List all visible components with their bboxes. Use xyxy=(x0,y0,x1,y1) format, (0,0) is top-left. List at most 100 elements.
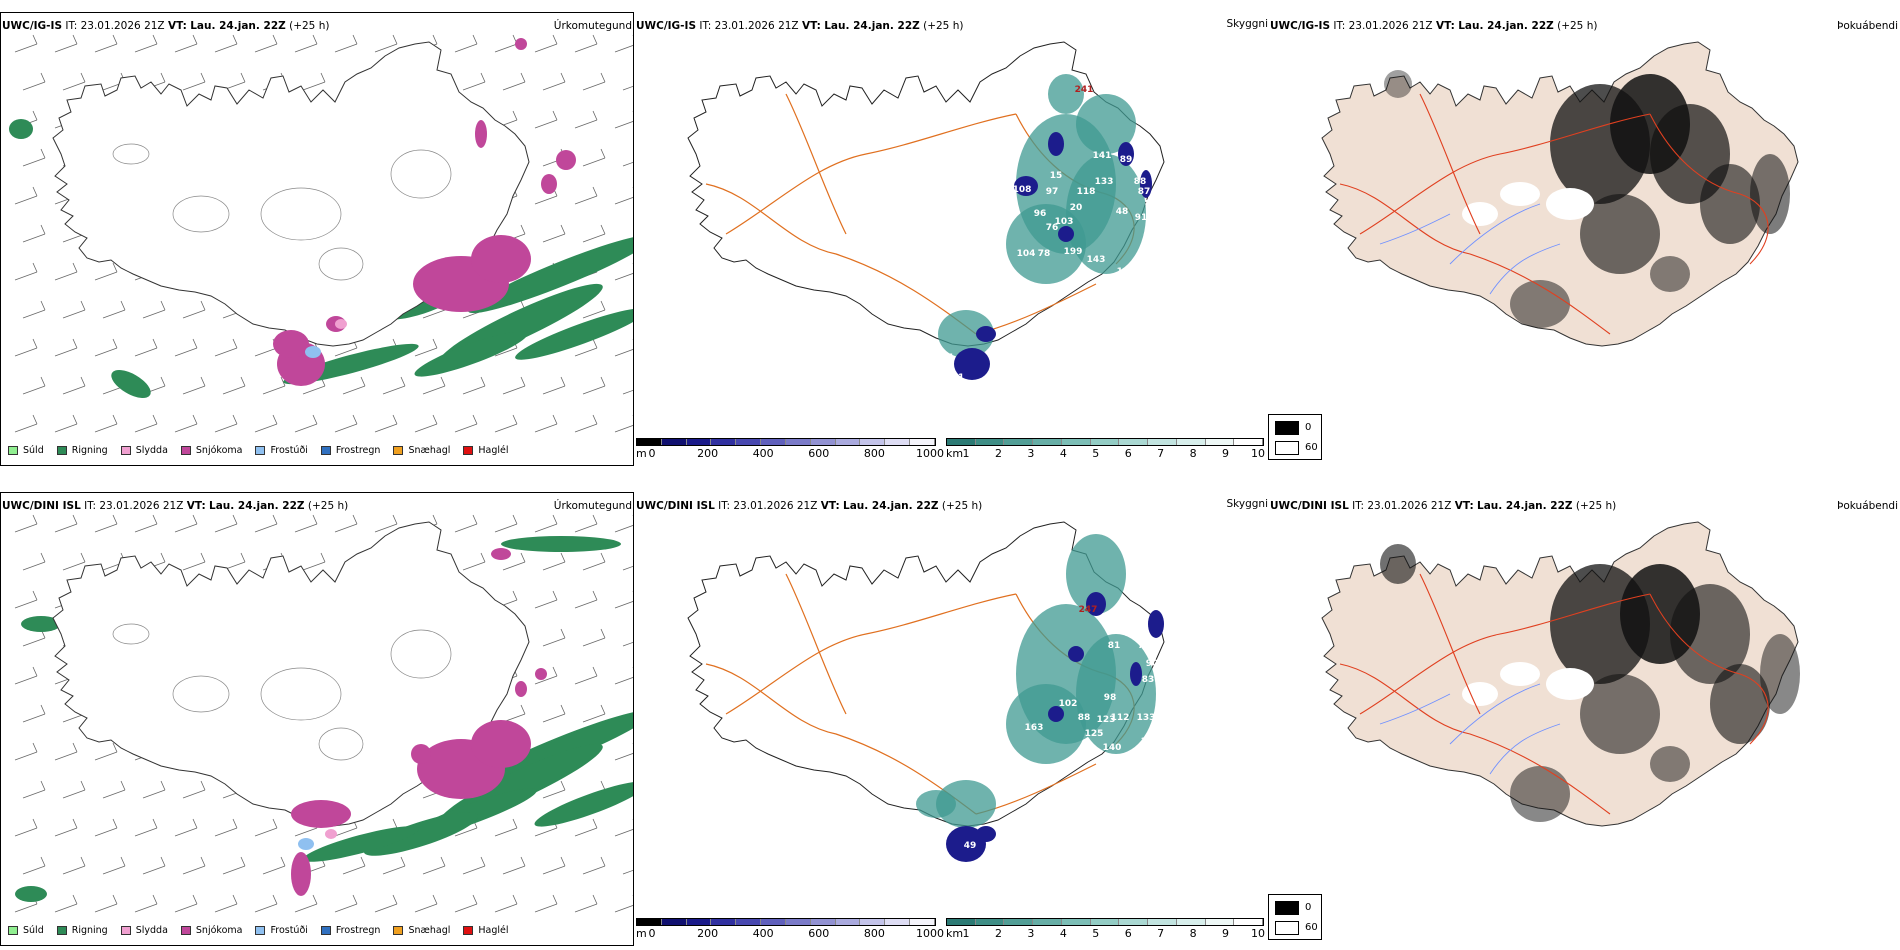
wind-barb-feather xyxy=(352,414,358,425)
wind-barb xyxy=(502,81,526,91)
wind-barb xyxy=(174,43,198,53)
wind-barb-feather xyxy=(312,894,318,905)
wind-barb-feather xyxy=(112,894,118,905)
wind-barb xyxy=(182,561,206,571)
snow-cell xyxy=(471,720,531,768)
visibility-value-label: 142 xyxy=(1095,791,1114,801)
colorbar-segment xyxy=(1004,439,1034,445)
visibility-colorbar: km 1 2 3 4 5 6 7 8 9 10 xyxy=(946,918,1266,942)
wind-barb xyxy=(134,523,158,533)
fog-index-map xyxy=(1321,41,1799,347)
wind-barb xyxy=(214,347,238,357)
wind-barb-feather xyxy=(560,552,566,563)
wind-barb xyxy=(54,43,78,53)
wind-barb xyxy=(342,865,366,875)
wind-barb xyxy=(94,903,118,913)
colorbar-segment xyxy=(1033,439,1062,445)
wind-barb-feather xyxy=(592,34,598,45)
colorbar-segment xyxy=(1205,919,1235,925)
wind-barb-feather xyxy=(240,376,246,387)
wind-barb-feather xyxy=(392,34,398,45)
road xyxy=(1419,573,1481,715)
wind-barb-feather xyxy=(72,894,78,905)
wind-barb xyxy=(614,121,633,129)
visibility-cell-dark xyxy=(1068,646,1084,662)
wind-barb xyxy=(134,347,158,357)
visibility-value-label: 199 xyxy=(1064,247,1083,257)
colorbar-tick: 5 xyxy=(1092,927,1100,940)
legend-item: Súld xyxy=(8,445,44,456)
snow-cell xyxy=(535,668,547,680)
wind-barb xyxy=(574,43,598,53)
fog-cell xyxy=(1580,674,1660,754)
glacier-patch xyxy=(1500,662,1540,686)
visibility-value-label: 133 xyxy=(1137,713,1156,723)
wind-barb-feather xyxy=(32,590,38,601)
visibility-header: UWC/DINI ISL IT: 23.01.2026 21Z VT: Lau.… xyxy=(636,500,982,513)
visibility-value-label: 102 xyxy=(1059,699,1078,709)
legend-swatch xyxy=(393,446,404,455)
glacier-contour xyxy=(318,727,364,761)
wind-barb xyxy=(454,523,478,533)
colorbar-tick: 600 xyxy=(808,447,830,460)
wind-barb-feather xyxy=(232,514,238,525)
river-network xyxy=(1379,683,1561,775)
wind-barb-feather xyxy=(520,552,526,563)
visibility-value-label: 166 xyxy=(1125,629,1144,639)
colorbar-tick: 0 xyxy=(648,447,656,460)
colorbar-tick: 0 xyxy=(648,927,656,940)
wind-barb xyxy=(534,599,558,609)
visibility-value-label: 105 xyxy=(1097,757,1116,767)
fog-header: UWC/IG-IS IT: 23.01.2026 21Z VT: Lau. 24… xyxy=(1270,20,1597,33)
wind-barb-feather xyxy=(232,34,238,45)
wind-barb-feather xyxy=(432,338,438,349)
wind-barb xyxy=(582,561,606,571)
forecast-row: UWC/DINI ISL IT: 23.01.2026 21Z VT: Lau.… xyxy=(0,480,1900,950)
wind-barb xyxy=(102,309,126,319)
wind-barb-feather xyxy=(552,590,558,601)
visibility-header: UWC/IG-IS IT: 23.01.2026 21Z VT: Lau. 24… xyxy=(636,20,963,33)
wind-barb xyxy=(582,157,606,167)
colorbar-segment xyxy=(785,919,811,925)
road xyxy=(1359,593,1651,715)
wind-barb xyxy=(62,385,86,395)
wind-barb xyxy=(582,81,606,91)
wind-barb xyxy=(182,865,206,875)
wind-barb xyxy=(582,385,606,395)
rain-cell xyxy=(21,616,61,632)
wind-barb xyxy=(334,903,358,913)
visibility-cell xyxy=(936,780,996,828)
wind-barb-feather xyxy=(192,338,198,349)
visibility-value-label: 49 xyxy=(964,841,977,851)
wind-barb xyxy=(622,869,633,875)
wind-barb xyxy=(622,641,633,647)
colorbar-tick: 10 xyxy=(1251,447,1265,460)
visibility-value-label: 104 xyxy=(1017,249,1036,259)
glacier-patch xyxy=(1546,188,1594,220)
low-visibility-area xyxy=(916,534,1156,828)
wind-barb xyxy=(494,43,518,53)
wind-barb-feather xyxy=(112,818,118,829)
colorbar-segment xyxy=(1119,439,1149,445)
wind-barb xyxy=(214,523,238,533)
colorbar-segment xyxy=(711,919,737,925)
visibility-cell-dark xyxy=(954,348,990,380)
wind-barb xyxy=(174,347,198,357)
visibility-cell xyxy=(916,790,956,818)
wind-barb-feather xyxy=(112,262,118,273)
road xyxy=(725,593,1017,715)
visibility-cell xyxy=(938,310,994,358)
colorbar-segment xyxy=(736,439,762,445)
legend-item: Frostúði xyxy=(255,445,308,456)
river-network xyxy=(1379,203,1561,295)
wind-barb-feather xyxy=(592,666,598,677)
legend-item: Snjókoma xyxy=(180,925,242,936)
init-time-label: IT: xyxy=(699,20,712,32)
wind-barb-feather xyxy=(200,376,206,387)
wind-barb-feather xyxy=(360,856,366,867)
wind-barb xyxy=(134,903,158,913)
visibility-value-label: 70 xyxy=(1138,641,1151,651)
wind-barb-feather xyxy=(112,414,118,425)
wind-barb-feather xyxy=(40,148,46,159)
elevation-colorbar: m 0 200 400 600 800 1000 xyxy=(636,918,944,942)
